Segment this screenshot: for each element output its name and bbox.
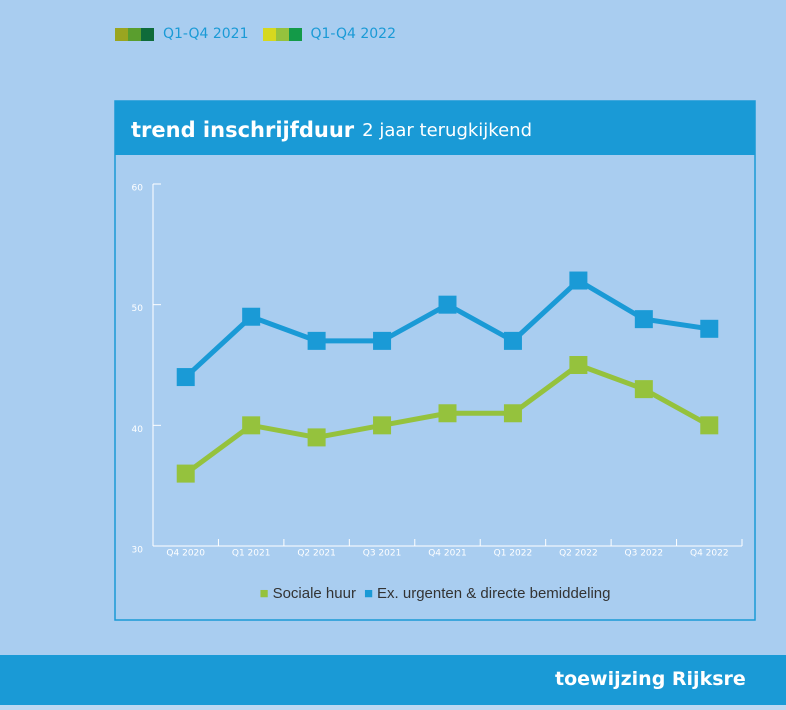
x-tick-label: Q1 2022 [494,549,533,559]
x-tick-label: Q1 2021 [232,549,271,559]
data-point [503,331,522,350]
chart-title: trend inschrijfduur [131,118,355,142]
legend-label: Q1-Q4 2021 [163,26,249,42]
x-tick-label: Q2 2021 [297,549,336,559]
legend-swatch: ■ [260,585,269,602]
chart-panel [114,100,756,621]
data-point [634,310,653,329]
footer-bar: toewijzing Rijksre [0,655,786,705]
x-tick-label: Q4 2020 [166,549,205,559]
data-point [700,319,719,338]
legend-label: Q1-Q4 2022 [310,26,397,42]
chart-subtitle: 2 jaar terugkijkend [362,120,532,141]
data-point [634,380,653,399]
y-tick-label: 30 [132,546,144,556]
legend-label: Ex. urgenten & directe bemiddeling [377,585,610,602]
legend-swatch [128,27,141,41]
chart: trend inschrijfduur 2 jaar terugkijkend 3… [114,100,756,621]
footer-title: toewijzing Rijksre [555,668,746,690]
data-point [307,428,326,447]
x-tick-label: Q3 2022 [625,549,664,559]
data-point [438,295,457,314]
data-point [503,404,522,423]
y-tick-label: 60 [132,184,144,194]
data-point [373,416,392,435]
y-tick-label: 40 [132,425,144,435]
data-point [569,356,588,374]
chart-header [115,101,755,155]
x-tick-label: Q4 2022 [690,549,729,559]
data-point [700,416,719,435]
top-legend: Q1-Q4 2021 Q1-Q4 2022 [115,26,410,42]
x-tick-label: Q3 2021 [363,549,402,559]
legend-swatch [115,27,128,41]
legend-swatch [275,27,289,41]
data-point [569,271,588,290]
data-point [176,368,195,387]
y-tick-label: 50 [132,304,144,314]
data-point [242,416,261,435]
legend-label: Sociale huur [273,585,356,602]
data-point [438,404,457,423]
legend-swatch [262,27,276,41]
data-point [307,331,326,350]
legend-swatch [288,27,302,41]
data-point [242,307,261,326]
x-tick-label: Q4 2021 [428,549,467,559]
x-tick-label: Q2 2022 [559,549,598,559]
data-point [176,464,195,483]
legend-swatch: ■ [364,585,373,602]
footer-line [0,705,786,710]
legend-swatch [141,27,154,41]
legend: ■ Sociale huur ■ Ex. urgenten & directe bem… [260,585,611,602]
data-point [373,331,392,350]
chart-heading: trend inschrijfduur 2 jaar terugkijkend [131,118,532,142]
